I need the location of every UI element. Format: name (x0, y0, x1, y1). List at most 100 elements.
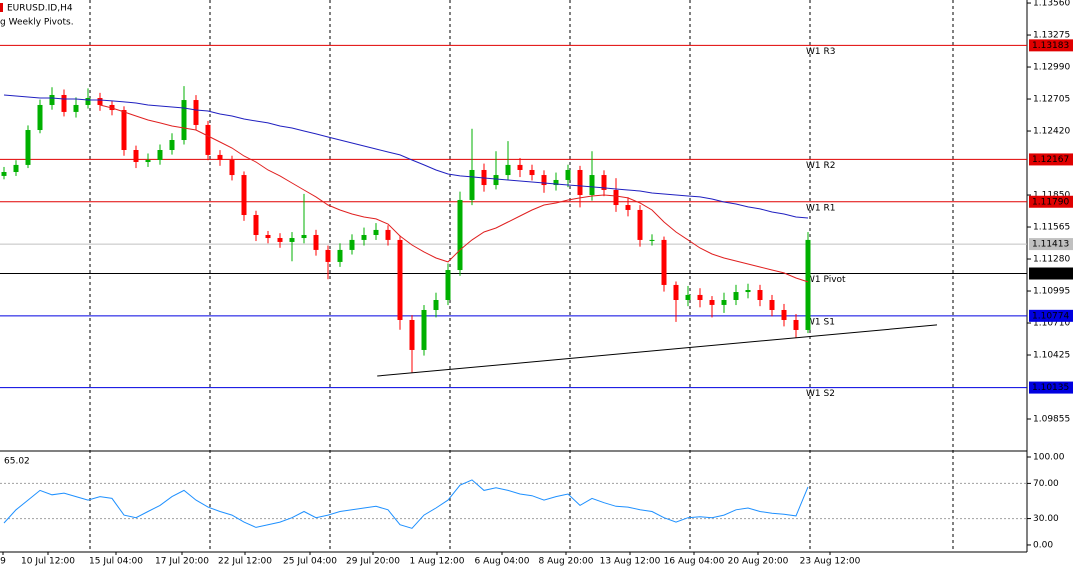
pivot-price-box (1029, 309, 1073, 322)
candle-body (97, 98, 103, 105)
x-tick-label: 20 Aug 20:00 (728, 557, 789, 567)
candle-body (217, 154, 223, 160)
candle-body (181, 100, 187, 141)
pivot-price-box (1029, 381, 1073, 394)
candle-body (361, 234, 367, 240)
candle-body (349, 239, 355, 250)
candle-body (793, 319, 799, 330)
x-tick-label: 17 Jul 20:00 (155, 557, 209, 567)
candle-body (193, 100, 199, 125)
candle-body (121, 110, 127, 150)
indicator-label: g Weekly Pivots. (0, 18, 74, 28)
candle-body (145, 159, 151, 163)
y-tick-label: 1.12705 (1033, 95, 1070, 105)
candle-body (601, 175, 607, 190)
pivot-price-label: 1.12167 (1032, 155, 1069, 165)
candle-body (457, 199, 463, 271)
x-tick-label: 15 Jul 04:00 (89, 557, 143, 567)
candle-body (421, 309, 427, 350)
candle-body (553, 179, 559, 186)
candle-body (13, 164, 19, 173)
candle-body (697, 294, 703, 300)
y-tick-label: 1.11280 (1033, 255, 1070, 265)
candle-body (805, 239, 811, 330)
candle-body (469, 169, 475, 200)
y-tick-label: 1.13275 (1033, 31, 1070, 41)
candle-body (565, 169, 571, 180)
candle-body (769, 300, 775, 310)
candle-body (277, 238, 283, 242)
candle-body (229, 159, 235, 176)
candle-body (685, 294, 691, 300)
pivot-price-label: 1.10774 (1032, 311, 1069, 321)
y-tick-label: 1.10425 (1033, 351, 1070, 361)
candle-body (49, 94, 55, 105)
candle-body (433, 300, 439, 310)
candle-body (637, 209, 643, 240)
pivot-name: W1 R3 (806, 47, 835, 57)
rsi-tick-label: 30.00 (1033, 514, 1059, 524)
candle-body (409, 319, 415, 350)
x-tick-label: 29 Jul 20:00 (346, 557, 400, 567)
pivot-name: W1 S2 (806, 389, 835, 399)
candle-body (157, 150, 163, 160)
candle-body (721, 300, 727, 305)
candle-body (133, 150, 139, 163)
candle-body (541, 175, 547, 186)
x-tick-label: 10 Jul 12:00 (21, 557, 75, 567)
candle-body (37, 104, 43, 131)
rsi-tick-label: 100.00 (1033, 453, 1065, 463)
pivot-price-label: 1.13183 (1032, 41, 1069, 51)
y-tick-label: 1.13560 (1033, 0, 1070, 9)
candle-body (241, 175, 247, 216)
chart-title: EURUSD.ID,H4 (7, 4, 73, 14)
y-tick-label: 1.12420 (1033, 127, 1070, 137)
candle-body (781, 309, 787, 320)
pivot-name: W1 Pivot (806, 275, 846, 285)
candle-body (325, 249, 331, 262)
y-tick-label: 1.11565 (1033, 223, 1070, 233)
candle-body (505, 164, 511, 176)
pivot-name: W1 S1 (806, 317, 835, 327)
candle-body (613, 189, 619, 206)
x-tick-label: 9 (0, 557, 6, 567)
last-price-box (1029, 238, 1073, 251)
pivot-price-box (1029, 153, 1073, 166)
candle-body (373, 229, 379, 235)
candle-body (745, 290, 751, 293)
candle-body (313, 234, 319, 250)
last-price-label: 1.11413 (1032, 240, 1069, 250)
rsi-tick-label: 70.00 (1033, 479, 1059, 489)
trendline (377, 324, 938, 377)
x-tick-label: 13 Aug 12:00 (600, 557, 661, 567)
pivot-name: W1 R2 (806, 161, 835, 171)
pivot-price-box (1029, 267, 1073, 280)
y-tick-label: 1.12990 (1033, 63, 1070, 73)
candle-body (445, 270, 451, 300)
pivot-price-label: 1.11151 (1032, 269, 1069, 279)
candle-body (205, 124, 211, 155)
candle-body (397, 239, 403, 320)
moving-average (99, 104, 809, 283)
candle-body (289, 238, 295, 242)
x-tick-label: 22 Jul 12:00 (218, 557, 272, 567)
x-tick-label: 8 Aug 20:00 (539, 557, 594, 567)
candle-body (733, 292, 739, 300)
pivot-price-box (1029, 195, 1073, 208)
x-tick-label: 6 Aug 04:00 (475, 557, 530, 567)
candle-body (517, 164, 523, 170)
candle-body (169, 140, 175, 150)
candle-body (337, 249, 343, 262)
x-tick-label: 1 Aug 12:00 (410, 557, 465, 567)
candle-body (493, 175, 499, 186)
candle-body (589, 175, 595, 196)
candle-body (301, 234, 307, 239)
candle-body (265, 234, 271, 239)
candle-body (253, 215, 259, 235)
pivot-price-label: 1.11790 (1032, 197, 1069, 207)
x-tick-label: 23 Aug 12:00 (800, 557, 861, 567)
rsi-value: 65.02 (4, 457, 30, 467)
candle-body (385, 229, 391, 240)
